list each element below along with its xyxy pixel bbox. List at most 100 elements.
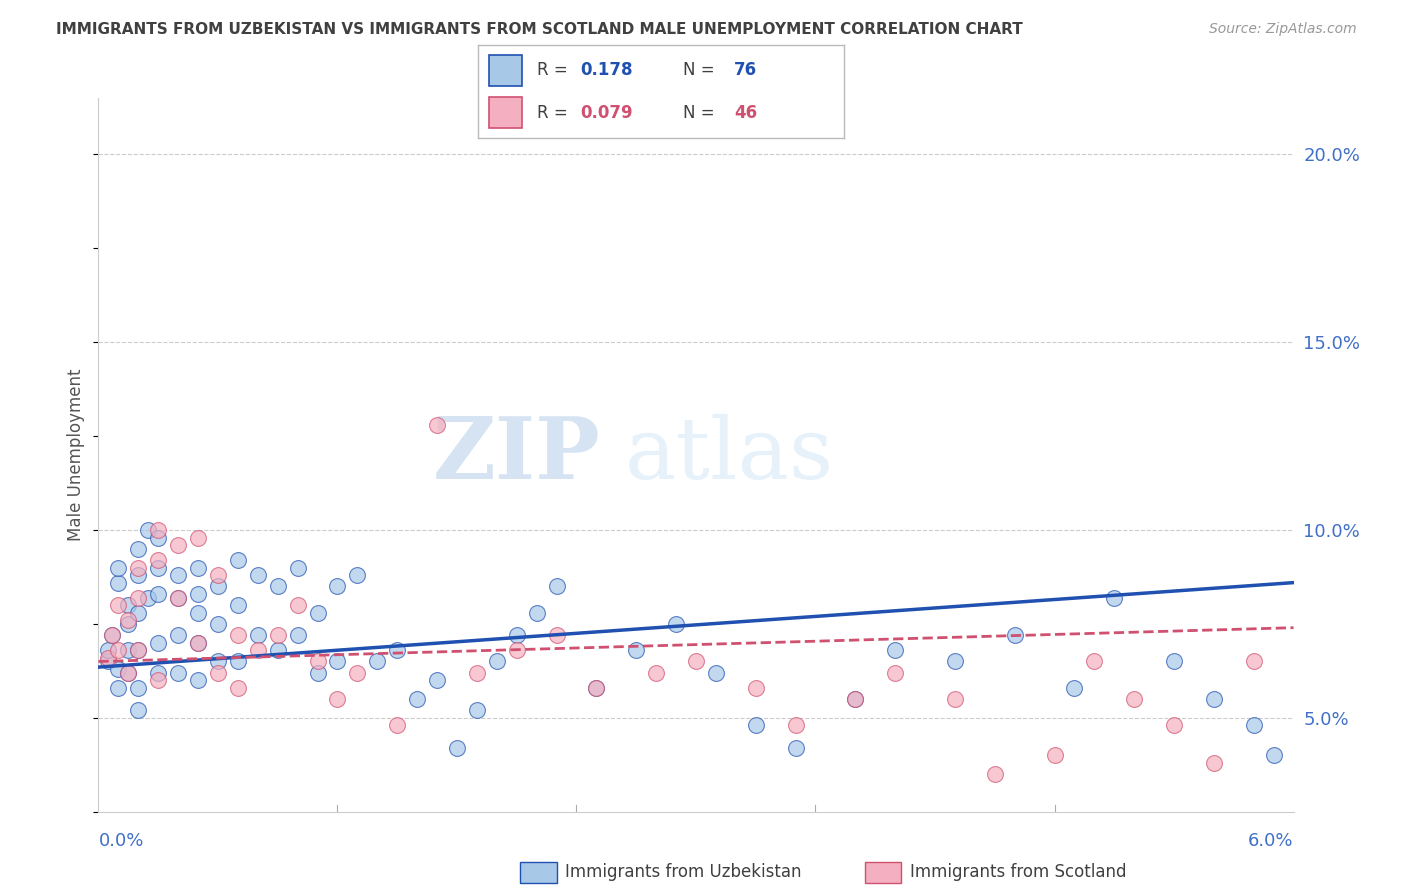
Point [884,643,907,657]
Point [148,636,170,650]
Point [226,628,249,642]
Point [246,568,269,582]
Point [506,643,529,657]
Text: Immigrants from Uzbekistan: Immigrants from Uzbekistan [565,863,801,881]
Point [346,568,368,582]
Point [326,579,349,593]
Point [385,718,409,732]
Point [406,692,429,706]
Point [127,643,149,657]
Point [645,665,668,680]
Point [1202,692,1225,706]
Text: 46: 46 [734,103,756,121]
Text: R =: R = [537,62,572,79]
Point [506,628,529,642]
Point [546,579,568,593]
Point [148,523,170,537]
Point [207,579,229,593]
Point [117,643,139,657]
Point [107,662,129,676]
Text: N =: N = [683,62,720,79]
Point [187,606,209,620]
Point [107,575,129,590]
Point [187,673,209,688]
Point [117,665,139,680]
Point [844,692,866,706]
Point [127,703,149,717]
Point [287,628,309,642]
Point [1263,748,1285,763]
Point [465,665,488,680]
Point [107,681,129,695]
Point [626,643,648,657]
Point [187,531,209,545]
Point [167,591,190,605]
Point [148,673,170,688]
Point [226,553,249,567]
Point [984,767,1007,781]
Point [167,628,190,642]
Point [148,665,170,680]
Point [167,591,190,605]
Point [127,606,149,620]
Point [1243,718,1265,732]
Bar [489,97,522,128]
Point [127,591,149,605]
Point [426,673,449,688]
Point [485,655,508,669]
Point [785,740,807,755]
Bar [489,55,522,86]
Point [117,598,139,612]
Point [745,718,768,732]
Point [148,531,170,545]
Point [1123,692,1146,706]
Point [287,560,309,574]
Point [167,665,190,680]
Point [226,655,249,669]
Point [148,560,170,574]
Point [785,718,807,732]
Point [97,650,120,665]
Point [844,692,866,706]
Point [107,560,129,574]
Point [136,591,159,605]
Point [1004,628,1026,642]
Point [136,523,159,537]
Point [585,681,607,695]
Point [167,538,190,552]
Point [366,655,388,669]
Point [187,587,209,601]
Point [187,636,209,650]
Point [148,587,170,601]
Point [745,681,768,695]
Point [117,613,139,627]
Point [127,681,149,695]
Point [1163,718,1185,732]
Point [1202,756,1225,770]
Point [226,598,249,612]
Point [685,655,707,669]
Point [267,643,290,657]
Point [307,665,329,680]
Point [704,665,727,680]
Point [97,643,120,657]
Point [226,681,249,695]
Point [127,541,149,556]
Point [426,417,449,432]
Text: 0.178: 0.178 [581,62,633,79]
Point [326,655,349,669]
Point [187,560,209,574]
Point [287,598,309,612]
Text: Immigrants from Scotland: Immigrants from Scotland [910,863,1126,881]
Point [127,568,149,582]
Point [117,616,139,631]
Point [97,655,120,669]
Text: N =: N = [683,103,720,121]
Point [1043,748,1066,763]
Text: ZIP: ZIP [433,413,600,497]
Point [385,643,409,657]
Point [446,740,468,755]
Point [187,636,209,650]
Point [101,628,124,642]
Point [107,598,129,612]
